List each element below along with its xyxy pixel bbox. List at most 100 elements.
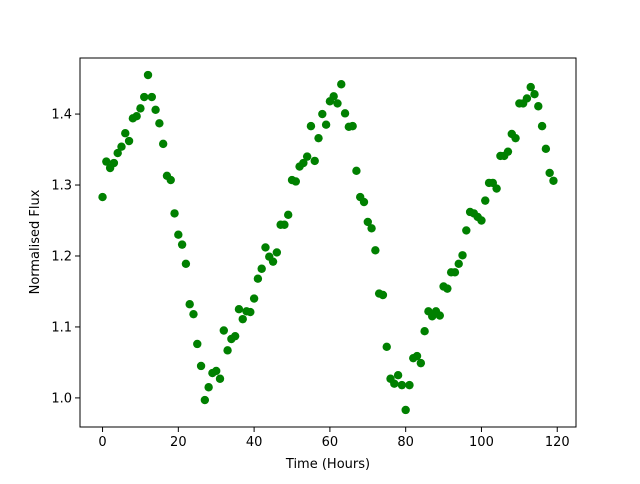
data-point: [458, 251, 467, 260]
x-tick-label: 20: [170, 435, 187, 450]
x-tick-label: 80: [397, 435, 414, 450]
data-point: [333, 99, 342, 108]
data-point: [113, 148, 122, 158]
data-point: [151, 105, 160, 115]
y-tick-label: 1.2: [51, 249, 72, 264]
data-point: [257, 264, 266, 273]
data-point: [181, 259, 191, 268]
y-tick-label: 1.1: [51, 320, 72, 335]
data-point: [420, 327, 429, 336]
data-point: [299, 158, 308, 168]
data-point: [393, 370, 403, 380]
data-point: [143, 70, 153, 80]
data-point: [212, 366, 221, 376]
x-tick-label: 0: [98, 435, 106, 450]
data-point: [223, 346, 232, 355]
data-point: [280, 220, 289, 229]
data-point: [189, 309, 198, 319]
x-tick-label: 40: [246, 435, 263, 450]
data-point: [340, 109, 350, 118]
data-point: [215, 374, 225, 383]
data-point: [253, 274, 263, 283]
data-point: [284, 210, 293, 220]
data-point: [371, 246, 380, 255]
data-point: [481, 196, 490, 205]
data-point: [329, 92, 338, 101]
data-point: [352, 166, 361, 176]
data-point: [390, 379, 399, 388]
data-point: [397, 380, 407, 390]
data-point: [492, 184, 501, 193]
data-point: [219, 326, 228, 335]
data-point: [306, 121, 316, 131]
data-point: [314, 133, 323, 143]
data-point: [124, 136, 134, 146]
data-point: [405, 380, 414, 390]
data-point: [412, 351, 422, 361]
data-point: [537, 121, 547, 131]
data-point: [526, 82, 535, 92]
data-point: [158, 139, 168, 149]
data-point: [462, 226, 471, 235]
data-point: [196, 361, 206, 371]
data-point: [443, 284, 452, 293]
data-point: [155, 119, 164, 128]
data-point: [140, 92, 149, 102]
y-tick-label: 1.3: [51, 179, 72, 194]
plot-frame: [79, 57, 577, 428]
data-point: [310, 156, 319, 166]
data-point: [348, 121, 357, 131]
x-tick-label: 60: [322, 435, 339, 450]
data-point: [238, 314, 247, 324]
data-point: [174, 230, 183, 239]
data-point: [230, 331, 240, 341]
data-point: [177, 240, 187, 249]
data-point: [268, 257, 278, 266]
data-point: [541, 144, 551, 154]
data-point: [249, 294, 259, 303]
data-point: [359, 197, 369, 207]
data-point: [435, 311, 444, 320]
data-point: [109, 158, 119, 168]
y-tick-label: 1.0: [51, 391, 72, 406]
data-point: [454, 259, 463, 268]
data-point: [200, 395, 210, 405]
data-point: [261, 243, 270, 252]
data-point: [246, 307, 255, 317]
data-point: [401, 405, 410, 415]
data-point: [511, 133, 520, 143]
y-axis-label: Normalised Flux: [28, 189, 43, 294]
x-axis-label: Time (Hours): [285, 457, 370, 472]
data-point: [378, 290, 388, 300]
data-point: [382, 342, 391, 352]
data-point: [291, 177, 300, 186]
data-point: [170, 209, 179, 218]
data-point: [321, 120, 331, 129]
data-point: [477, 216, 486, 225]
data-point: [503, 147, 513, 156]
data-point: [98, 192, 107, 202]
x-tick-label: 120: [545, 435, 570, 450]
data-point: [530, 89, 539, 99]
data-point: [272, 248, 282, 257]
data-point: [534, 102, 543, 111]
data-point: [363, 217, 372, 227]
data-point: [166, 175, 175, 185]
data-point: [318, 109, 327, 119]
data-point: [121, 129, 130, 138]
data-point: [522, 94, 532, 103]
data-point: [416, 358, 426, 368]
data-point: [234, 305, 244, 314]
data-point: [132, 111, 141, 121]
x-tick-label: 100: [469, 435, 494, 450]
data-point: [204, 383, 213, 392]
data-point: [117, 142, 126, 151]
data-point: [337, 80, 346, 89]
data-point: [545, 168, 554, 178]
data-point: [367, 224, 376, 233]
data-point: [549, 176, 558, 185]
data-point: [136, 104, 145, 113]
